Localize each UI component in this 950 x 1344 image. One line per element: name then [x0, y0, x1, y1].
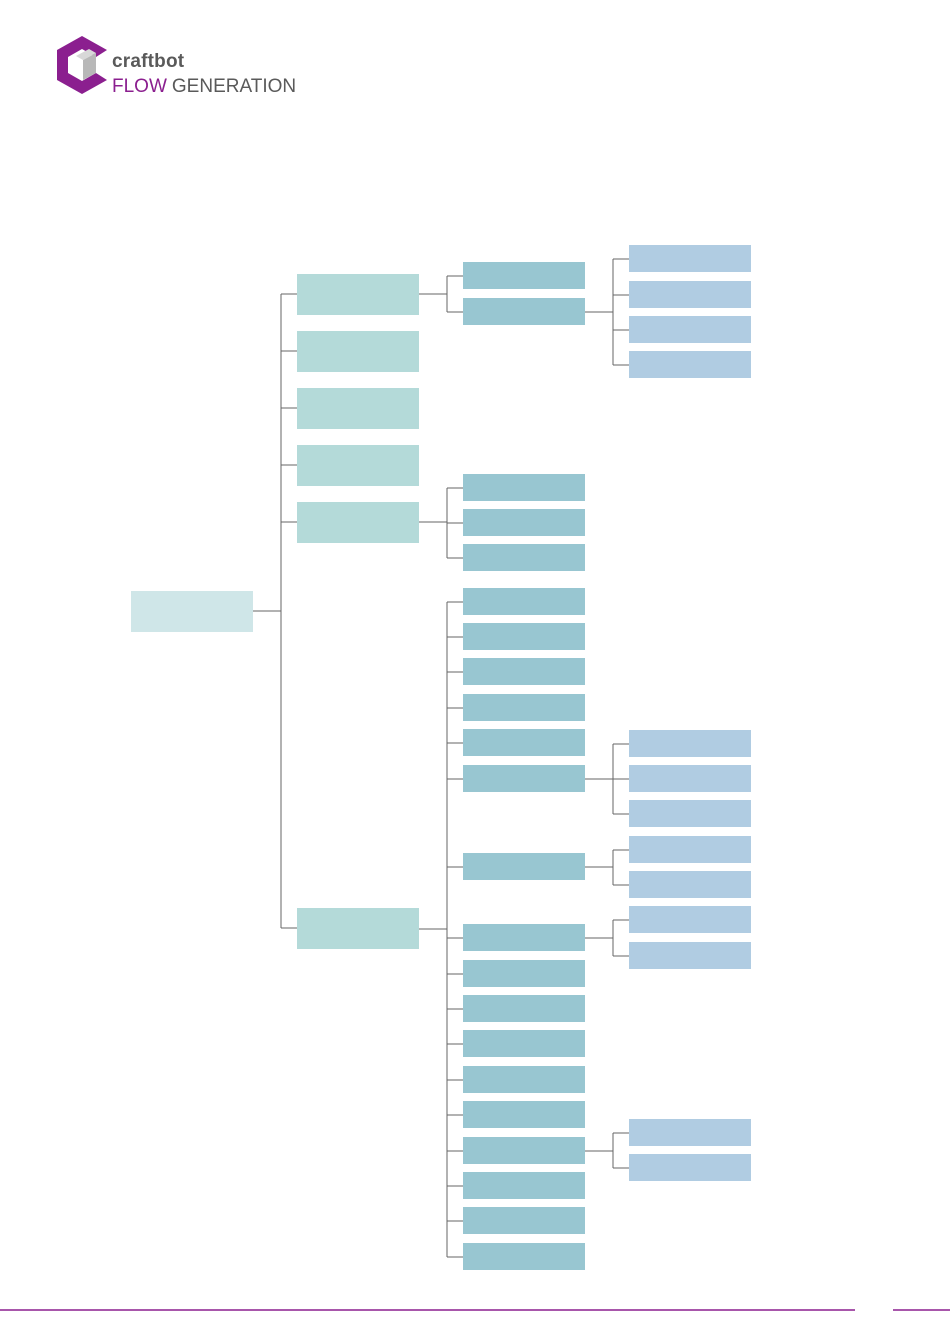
- logo-cube: [83, 53, 96, 80]
- level2-node: [463, 1030, 585, 1057]
- level3-node: [629, 316, 751, 343]
- level3-node: [629, 351, 751, 378]
- product-highlight: FLOW: [112, 76, 167, 97]
- level2-node: [463, 1243, 585, 1270]
- level2-node: [463, 509, 585, 536]
- level2-node: [463, 694, 585, 721]
- level3-node: [629, 245, 751, 272]
- product-rest: GENERATION: [171, 76, 297, 97]
- level3-node: [629, 281, 751, 308]
- logo-mark: [57, 36, 107, 94]
- level2-node: [463, 298, 585, 325]
- level2-node: [463, 1137, 585, 1164]
- logo-cube-top: [76, 49, 96, 60]
- level2-node: [463, 995, 585, 1022]
- level3-node: [629, 942, 751, 969]
- level2-node: [463, 960, 585, 987]
- level3-node: [629, 1154, 751, 1181]
- level2-node: [463, 623, 585, 650]
- level2-node: [463, 588, 585, 615]
- level3-node: [629, 800, 751, 827]
- level2-node: [463, 853, 585, 880]
- level2-node: [463, 544, 585, 571]
- level2-node: [463, 658, 585, 685]
- root-node: [131, 591, 253, 632]
- level3-node: [629, 836, 751, 863]
- brand-name: craftbot: [112, 51, 185, 72]
- level2-node: [463, 765, 585, 792]
- level2-node: [463, 474, 585, 501]
- level1-node: [297, 388, 419, 429]
- logo-hexagon: [57, 36, 107, 94]
- level3-node: [629, 730, 751, 757]
- level1-node: [297, 445, 419, 486]
- level2-node: [463, 729, 585, 756]
- level1-node: [297, 908, 419, 949]
- level1-node: [297, 502, 419, 543]
- level3-node: [629, 871, 751, 898]
- level2-node: [463, 1066, 585, 1093]
- level2-node: [463, 924, 585, 951]
- level3-node: [629, 765, 751, 792]
- product-name: FLOW GENERATION: [112, 76, 296, 98]
- level3-node: [629, 906, 751, 933]
- level2-node: [463, 262, 585, 289]
- level1-node: [297, 274, 419, 315]
- level2-node: [463, 1207, 585, 1234]
- level3-node: [629, 1119, 751, 1146]
- level2-node: [463, 1101, 585, 1128]
- level1-node: [297, 331, 419, 372]
- level2-node: [463, 1172, 585, 1199]
